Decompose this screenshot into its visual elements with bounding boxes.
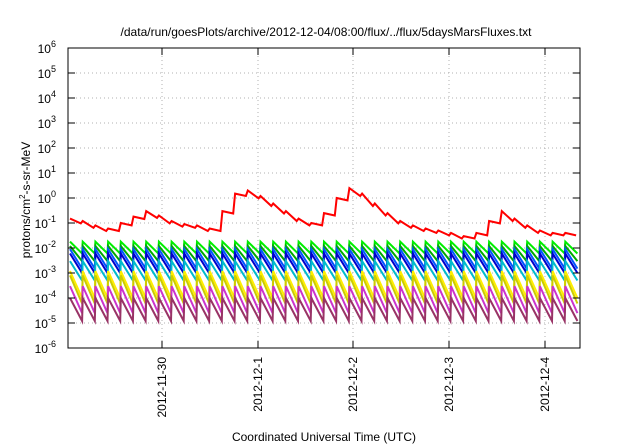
y-tick-label: 100 bbox=[38, 189, 56, 206]
x-tick-label: 2012-12-4 bbox=[538, 357, 552, 412]
x-tick-label: 2012-12-3 bbox=[442, 357, 456, 412]
x-tick-group: 2012-11-30 2012-12-1 2012-12-2 2012-12-3 201… bbox=[155, 48, 552, 418]
x-tick-label: 2012-11-30 bbox=[155, 357, 169, 418]
y-tick-label: 105 bbox=[38, 64, 56, 81]
y-tick-label: 10-4 bbox=[35, 289, 56, 306]
y-tick-label: 102 bbox=[38, 139, 56, 156]
x-axis-label: Coordinated Universal Time (UTC) bbox=[232, 430, 416, 444]
y-tick-label: 10-3 bbox=[35, 264, 56, 281]
y-tick-label: 106 bbox=[38, 39, 56, 56]
y-tick-label: 104 bbox=[38, 89, 56, 106]
series-line-0 bbox=[69, 186, 577, 240]
y-tick-label: 10-6 bbox=[35, 339, 56, 356]
y-tick-label: 10-1 bbox=[35, 214, 56, 231]
y-tick-label: 101 bbox=[38, 164, 56, 181]
x-tick-label: 2012-12-1 bbox=[251, 357, 265, 412]
y-axis-label: protons/cm2-s-sr-MeV bbox=[18, 142, 33, 258]
y-tick-group: 10-6 10-5 10-4 10-3 10-2 10-1 100 101 102 103 104 1… bbox=[35, 39, 580, 356]
series-group bbox=[69, 186, 579, 325]
y-tick-label: 10-5 bbox=[35, 314, 56, 331]
chart-title: /data/run/goesPlots/archive/2012-12-04/0… bbox=[121, 25, 533, 39]
x-tick-label: 2012-12-2 bbox=[346, 357, 360, 412]
y-tick-label: 10-2 bbox=[35, 239, 56, 256]
series-line-9 bbox=[69, 294, 579, 325]
y-tick-label: 103 bbox=[38, 114, 56, 131]
